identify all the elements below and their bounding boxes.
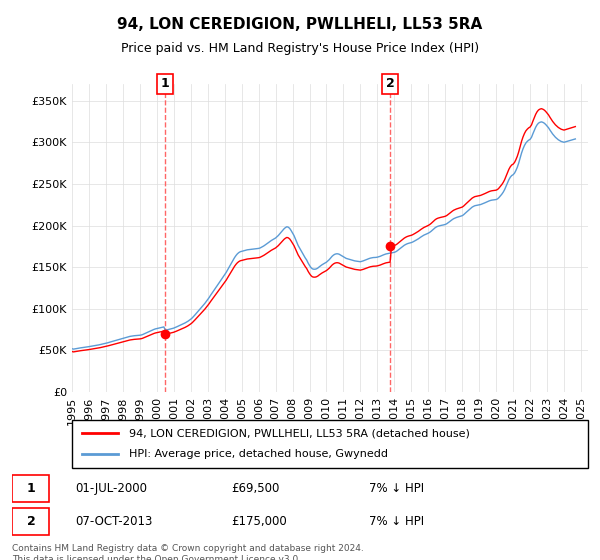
Text: 1: 1 [161,77,170,91]
Text: 7% ↓ HPI: 7% ↓ HPI [369,482,424,495]
Text: HPI: Average price, detached house, Gwynedd: HPI: Average price, detached house, Gwyn… [129,449,388,459]
FancyBboxPatch shape [12,475,49,502]
Text: Contains HM Land Registry data © Crown copyright and database right 2024.
This d: Contains HM Land Registry data © Crown c… [12,544,364,560]
Text: 94, LON CEREDIGION, PWLLHELI, LL53 5RA: 94, LON CEREDIGION, PWLLHELI, LL53 5RA [118,17,482,32]
Text: 01-JUL-2000: 01-JUL-2000 [76,482,148,495]
Text: 1: 1 [26,482,35,495]
FancyBboxPatch shape [72,420,588,468]
Text: 2: 2 [26,515,35,528]
Text: Price paid vs. HM Land Registry's House Price Index (HPI): Price paid vs. HM Land Registry's House … [121,42,479,55]
Text: 2: 2 [386,77,395,91]
FancyBboxPatch shape [12,508,49,535]
Text: 94, LON CEREDIGION, PWLLHELI, LL53 5RA (detached house): 94, LON CEREDIGION, PWLLHELI, LL53 5RA (… [129,428,470,438]
Text: 07-OCT-2013: 07-OCT-2013 [76,515,153,528]
Text: £69,500: £69,500 [231,482,279,495]
Text: 7% ↓ HPI: 7% ↓ HPI [369,515,424,528]
Text: £175,000: £175,000 [231,515,287,528]
